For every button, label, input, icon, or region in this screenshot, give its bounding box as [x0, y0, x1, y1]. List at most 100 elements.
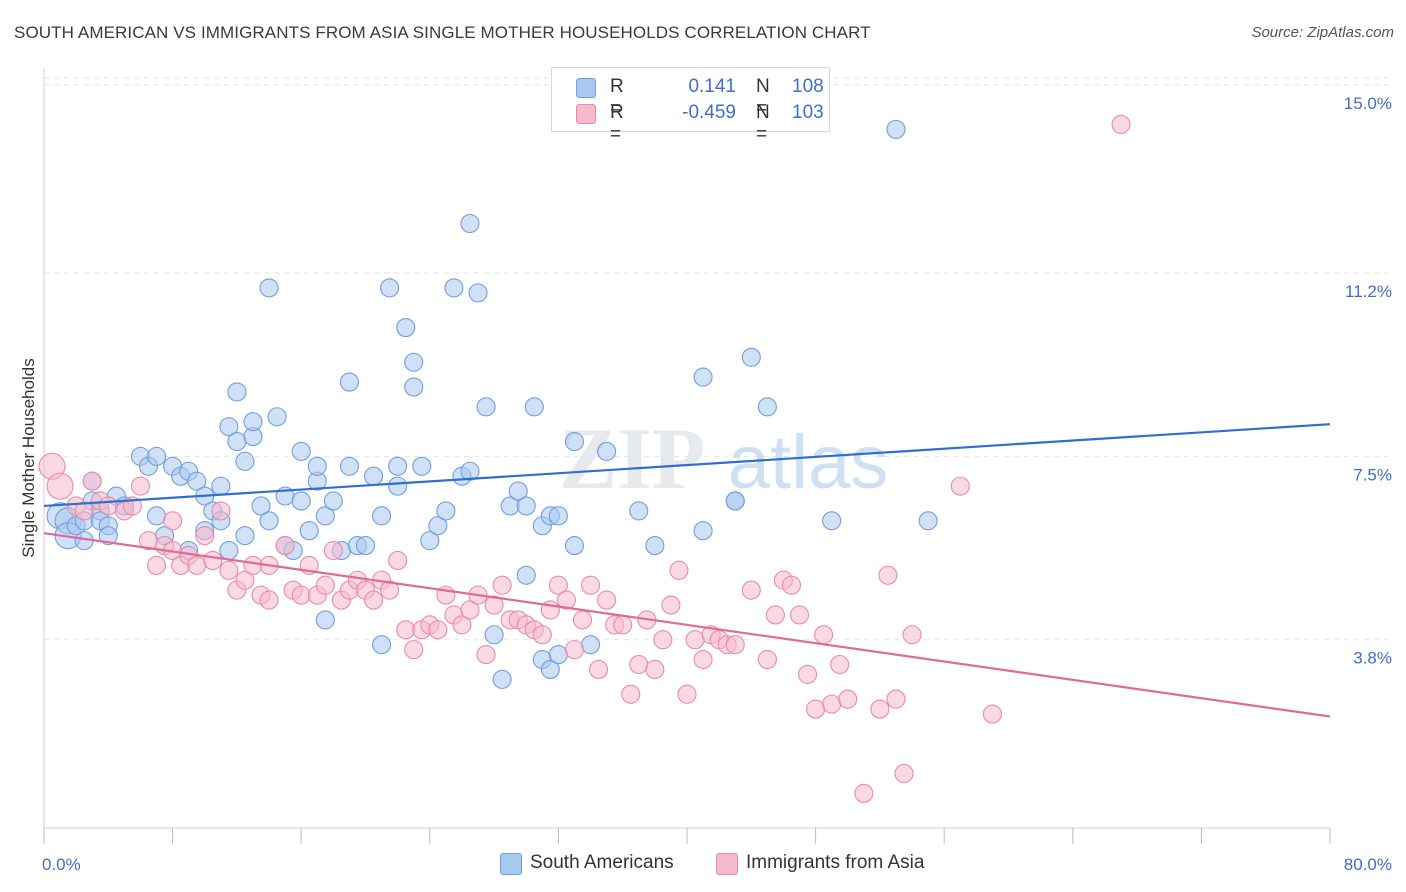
point-south-american: [741, 347, 761, 367]
point-south-american: [372, 506, 392, 526]
point-immigrant-asia: [629, 654, 649, 675]
point-south-american: [412, 456, 432, 476]
point-immigrant-asia: [130, 476, 150, 496]
watermark-zip: ZIP: [559, 411, 706, 508]
point-south-american: [597, 441, 617, 461]
point-south-american: [693, 521, 713, 541]
point-immigrant-asia: [74, 501, 94, 521]
point-south-american: [468, 283, 488, 303]
point-south-american: [259, 511, 279, 531]
watermark-atlas: atlas: [728, 420, 889, 505]
point-immigrant-asia: [950, 476, 970, 496]
point-immigrant-asia: [669, 560, 689, 580]
point-south-american: [420, 531, 440, 551]
point-immigrant-asia: [613, 615, 633, 635]
point-immigrant-asia: [203, 550, 223, 570]
point-south-american: [146, 446, 167, 466]
n-value: 103: [792, 102, 824, 123]
point-immigrant-asia: [854, 783, 874, 803]
point-immigrant-asia: [98, 496, 118, 516]
point-immigrant-asia: [219, 560, 239, 580]
point-immigrant-asia: [460, 600, 480, 620]
point-immigrant-asia: [187, 555, 207, 575]
point-south-american: [484, 625, 504, 645]
point-south-american: [725, 491, 745, 511]
point-immigrant-asia: [532, 625, 552, 645]
point-south-american: [404, 352, 424, 372]
y-axis-label: Single Mother Households: [19, 358, 38, 557]
point-south-american: [291, 441, 311, 461]
point-immigrant-asia: [380, 580, 400, 600]
grid-lines: [44, 77, 1392, 641]
point-immigrant-asia: [830, 654, 850, 675]
point-immigrant-asia: [82, 471, 102, 491]
point-south-american: [243, 412, 263, 432]
point-immigrant-asia: [548, 575, 568, 595]
point-south-american: [315, 610, 335, 630]
point-south-american: [757, 397, 777, 417]
point-south-american: [822, 511, 842, 531]
axes: [43, 68, 1331, 844]
n-value: 108: [792, 76, 824, 97]
point-immigrant-asia: [653, 630, 673, 650]
point-immigrant-asia: [870, 699, 890, 719]
point-south-american: [388, 456, 408, 476]
point-immigrant-asia: [886, 689, 906, 709]
point-immigrant-asia: [822, 694, 842, 714]
point-immigrant-asia: [597, 590, 617, 610]
r-value: -0.459: [682, 102, 736, 123]
point-south-american: [187, 471, 207, 491]
point-south-american: [219, 540, 239, 561]
point-immigrant-asia: [484, 595, 504, 615]
point-south-american: [363, 466, 384, 486]
point-immigrant-asia: [693, 649, 713, 670]
point-south-american: [524, 397, 544, 417]
point-south-american: [460, 213, 480, 234]
point-immigrant-asia: [195, 526, 215, 546]
point-immigrant-asia: [661, 595, 681, 615]
point-south-american: [436, 501, 456, 521]
y-tick-label: 15.0%: [1344, 94, 1392, 113]
trend-line-immigrants-asia: [43, 532, 1331, 718]
point-south-american: [428, 516, 448, 536]
point-immigrant-asia: [1111, 114, 1131, 134]
point-south-american: [291, 491, 311, 511]
point-south-american: [98, 526, 118, 546]
point-immigrant-asia: [789, 605, 810, 625]
point-south-american: [227, 431, 247, 452]
point-immigrant-asia: [725, 635, 745, 655]
point-immigrant-asia: [211, 501, 231, 521]
point-immigrant-asia: [492, 575, 512, 595]
point-south-american: [235, 526, 255, 546]
x-tick-label: 0.0%: [42, 855, 81, 874]
point-south-american: [219, 417, 239, 437]
point-immigrant-asia: [814, 625, 834, 645]
point-immigrant-asia: [315, 575, 335, 595]
point-south-american: [580, 635, 601, 655]
point-south-american: [460, 461, 480, 481]
y-tick-label: 11.2%: [1345, 282, 1392, 301]
point-south-american: [211, 476, 231, 496]
point-immigrant-asia: [677, 684, 697, 704]
point-south-american: [516, 565, 536, 585]
bottom-legend-swatch-pink: [716, 853, 738, 875]
point-south-american: [259, 278, 279, 298]
point-immigrant-asia: [741, 580, 761, 600]
point-immigrant-asia: [982, 704, 1002, 724]
point-south-american: [267, 407, 287, 427]
point-south-american: [372, 635, 392, 655]
point-south-american: [307, 456, 327, 476]
trend-lines: [43, 423, 1331, 718]
point-south-american: [444, 278, 464, 298]
point-immigrant-asia: [163, 511, 183, 531]
point-immigrant-asia: [894, 763, 914, 784]
point-south-american: [323, 491, 343, 511]
point-immigrant-asia: [572, 610, 593, 630]
point-south-american: [388, 476, 408, 496]
tick-labels: 3.8% 7.5% 11.2% 15.0% 0.0% 80.0%: [42, 94, 1392, 874]
point-south-american: [548, 506, 568, 526]
point-immigrant-asia: [685, 630, 705, 650]
point-immigrant-asia: [621, 684, 641, 704]
point-south-american: [540, 659, 560, 679]
